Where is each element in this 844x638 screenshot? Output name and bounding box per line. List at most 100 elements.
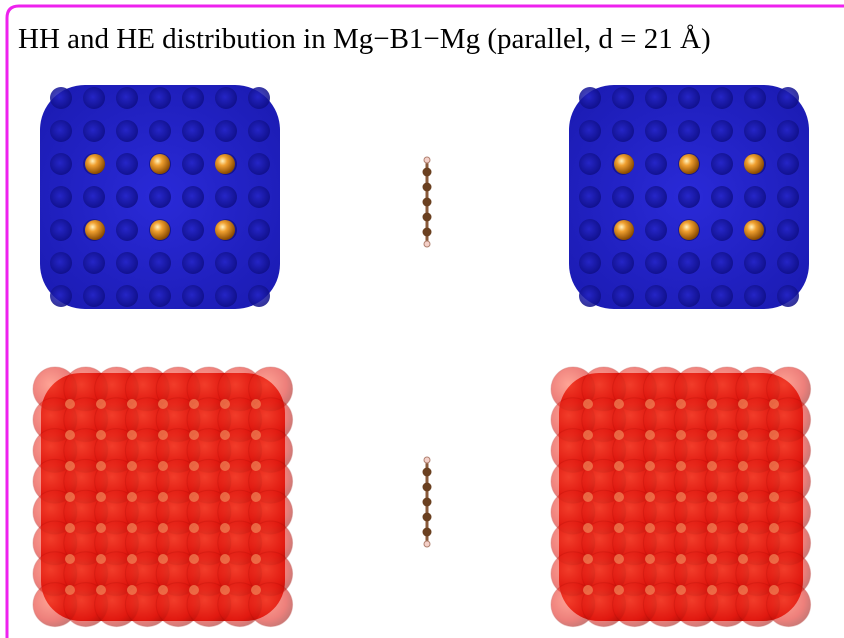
atom <box>96 461 106 471</box>
atom <box>676 461 686 471</box>
density-pocket <box>83 87 105 109</box>
density-pocket <box>579 252 601 274</box>
density-pocket <box>215 186 237 208</box>
density-pocket <box>83 186 105 208</box>
atom <box>744 220 764 240</box>
atom <box>614 430 624 440</box>
atom <box>583 430 593 440</box>
atom <box>707 492 717 502</box>
atom <box>676 492 686 502</box>
density-pocket <box>116 120 138 142</box>
atom <box>614 154 634 174</box>
density-pocket <box>182 153 204 175</box>
density-pocket <box>678 120 700 142</box>
atom <box>583 554 593 564</box>
atom <box>158 399 168 409</box>
density-pocket <box>777 120 799 142</box>
density-pocket <box>579 285 601 307</box>
atom <box>738 523 748 533</box>
atom <box>189 585 199 595</box>
atom <box>85 220 105 240</box>
atom <box>769 430 779 440</box>
density-pocket <box>83 120 105 142</box>
atom <box>85 154 105 174</box>
carbon <box>423 198 432 207</box>
atom <box>614 585 624 595</box>
density-pocket <box>777 252 799 274</box>
atom <box>769 554 779 564</box>
density-pocket <box>711 219 733 241</box>
density-pocket <box>579 120 601 142</box>
density-pocket <box>777 186 799 208</box>
atom <box>189 523 199 533</box>
atom <box>738 585 748 595</box>
density-pocket <box>645 219 667 241</box>
atom <box>251 430 261 440</box>
density-pocket <box>248 87 270 109</box>
density-pocket <box>215 87 237 109</box>
carbon <box>423 228 432 237</box>
hydrogen <box>424 157 430 163</box>
atom <box>96 585 106 595</box>
atom <box>679 220 699 240</box>
density-pocket <box>645 120 667 142</box>
atom <box>583 523 593 533</box>
atom <box>645 554 655 564</box>
atom <box>707 461 717 471</box>
density-pocket <box>215 120 237 142</box>
atom <box>744 154 764 174</box>
atom <box>189 430 199 440</box>
density-pocket <box>50 120 72 142</box>
atom <box>189 461 199 471</box>
atom <box>96 554 106 564</box>
atom <box>769 461 779 471</box>
atom <box>220 399 230 409</box>
page: HH and HE distribution in Mg−B1−Mg (para… <box>0 0 844 638</box>
atom <box>583 585 593 595</box>
atom <box>738 554 748 564</box>
atom <box>676 399 686 409</box>
density-pocket <box>50 252 72 274</box>
atom <box>158 585 168 595</box>
atom <box>251 585 261 595</box>
carbon <box>423 483 432 492</box>
atom <box>676 585 686 595</box>
density-pocket <box>579 186 601 208</box>
density-pocket <box>182 186 204 208</box>
density-pocket <box>182 219 204 241</box>
density-pocket <box>248 120 270 142</box>
atom <box>127 554 137 564</box>
density-pocket <box>215 252 237 274</box>
density-pocket <box>777 87 799 109</box>
atom <box>251 399 261 409</box>
atom <box>707 399 717 409</box>
atom <box>614 461 624 471</box>
density-pocket <box>83 285 105 307</box>
density-pocket <box>83 252 105 274</box>
density-pocket <box>612 87 634 109</box>
atom <box>676 430 686 440</box>
hydrogen <box>424 541 430 547</box>
atom <box>65 461 75 471</box>
density-pocket <box>50 219 72 241</box>
atom <box>251 523 261 533</box>
atom <box>220 430 230 440</box>
density-pocket <box>777 285 799 307</box>
atom <box>65 585 75 595</box>
atom <box>189 399 199 409</box>
density-pocket <box>116 219 138 241</box>
density-pocket <box>744 186 766 208</box>
density-pocket <box>744 285 766 307</box>
atom <box>614 554 624 564</box>
atom <box>645 585 655 595</box>
density-pocket <box>711 285 733 307</box>
density-pocket <box>50 285 72 307</box>
hydrogen <box>424 241 430 247</box>
density-pocket <box>678 285 700 307</box>
figure: HH and HE distribution in Mg−B1−Mg (para… <box>0 0 844 638</box>
hole-density <box>569 85 809 309</box>
density-pocket <box>645 87 667 109</box>
atom <box>707 585 717 595</box>
atom <box>65 523 75 533</box>
carbon <box>423 498 432 507</box>
